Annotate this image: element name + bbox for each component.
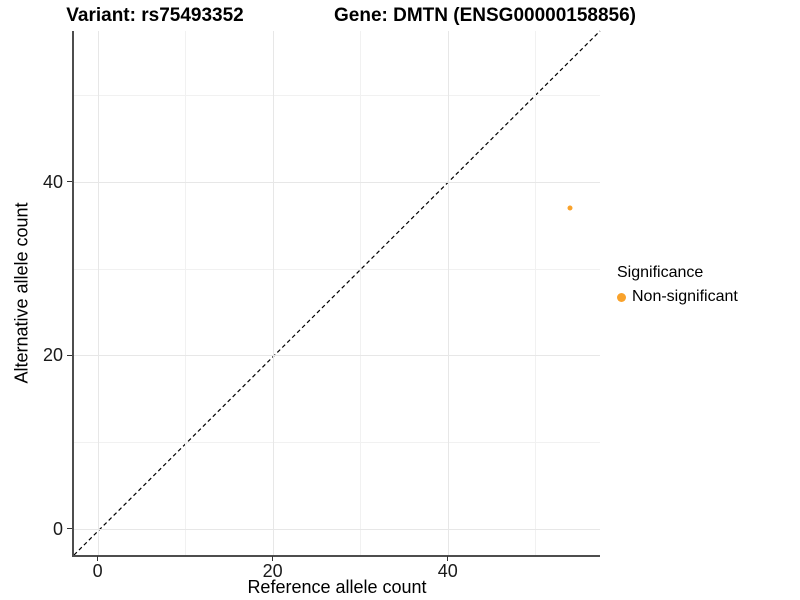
legend-key-point — [617, 292, 626, 302]
y-axis-line — [72, 31, 74, 557]
x-tick-mark — [272, 556, 274, 561]
legend-items: Non-significant — [617, 287, 738, 307]
plot-panel — [73, 30, 601, 556]
x-gridline-major — [272, 31, 274, 555]
x-tick-label: 20 — [262, 561, 283, 581]
y-gridline-major — [74, 181, 600, 183]
x-axis-title: Reference allele count — [247, 577, 427, 597]
x-gridline-minor — [360, 31, 362, 555]
y-tick-mark — [67, 354, 72, 356]
x-tick-label: 0 — [92, 561, 103, 581]
x-tick-label: 40 — [437, 561, 458, 581]
x-axis-line — [72, 555, 600, 557]
x-gridline-major — [447, 31, 449, 555]
gene-title: Gene: DMTN (ENSG00000158856) — [333, 5, 637, 26]
variant-title: Variant: rs75493352 — [66, 5, 244, 26]
y-tick-label: 40 — [42, 171, 63, 192]
y-gridline-major — [74, 355, 600, 357]
y-gridline-minor — [74, 442, 600, 444]
y-tick-label: 20 — [42, 345, 63, 366]
y-gridline-minor — [74, 268, 600, 270]
legend-title: Significance — [617, 264, 704, 281]
x-gridline-minor — [185, 31, 187, 555]
x-tick-mark — [97, 556, 99, 561]
x-gridline-minor — [535, 31, 537, 555]
legend: Significance Non-significant — [617, 264, 738, 307]
y-tick-mark — [67, 528, 72, 530]
legend-item-label: Non-significant — [632, 288, 738, 305]
y-gridline-minor — [74, 95, 600, 97]
y-gridline-major — [74, 528, 600, 530]
y-tick-mark — [67, 181, 72, 183]
x-gridline-major — [97, 31, 99, 555]
x-tick-mark — [447, 556, 449, 561]
identity-line — [73, 30, 601, 556]
y-tick-label: 0 — [52, 518, 63, 539]
data-point — [567, 205, 573, 211]
legend-item: Non-significant — [617, 287, 738, 307]
